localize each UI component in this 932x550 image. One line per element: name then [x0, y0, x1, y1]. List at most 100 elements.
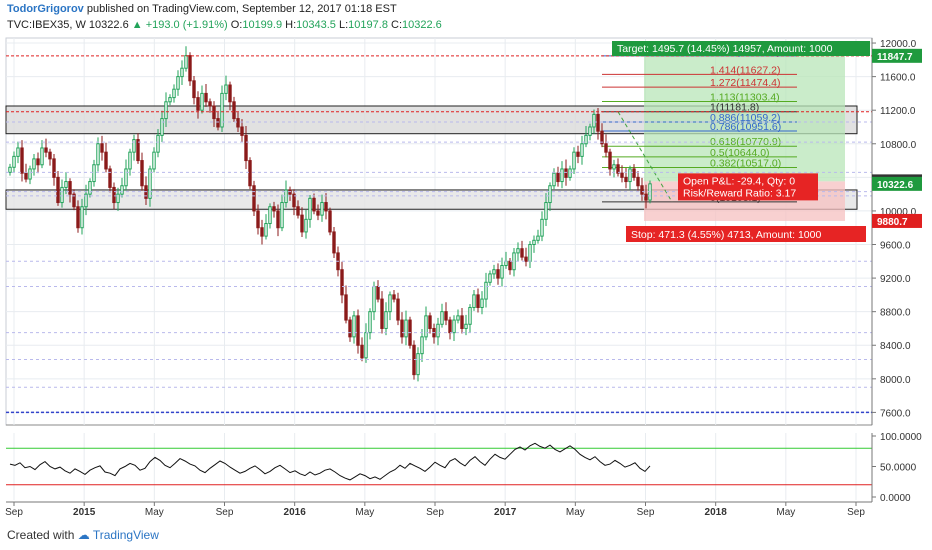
candle-body	[556, 172, 560, 183]
author-name[interactable]: TodorGrigorov	[7, 3, 84, 15]
candle-body	[612, 164, 616, 170]
candle-body	[316, 210, 320, 216]
candle-body	[584, 134, 588, 145]
candle-body	[220, 92, 224, 128]
x-tick-label: Sep	[216, 507, 234, 518]
x-tick-label: Sep	[426, 507, 444, 518]
candle-body	[468, 306, 472, 325]
candle-body	[184, 55, 188, 69]
candle-body	[616, 164, 620, 174]
candle-body	[324, 202, 328, 212]
candle-body	[452, 319, 456, 334]
x-tick-label: 2015	[73, 507, 96, 518]
target-label-box	[612, 41, 870, 56]
close-label: C:	[391, 19, 402, 31]
candle-body	[16, 147, 20, 157]
candle-body	[128, 151, 132, 170]
publish-line: TodorGrigorov published on TradingView.c…	[7, 3, 397, 15]
candle-body	[164, 101, 168, 120]
candle-body	[348, 319, 352, 338]
candle-body	[508, 260, 512, 271]
fib-level-label: 0.886(11059.2)	[710, 112, 780, 124]
tradingview-logo-icon: ☁	[77, 528, 90, 542]
candle-body	[64, 181, 68, 188]
candle-body	[160, 118, 164, 136]
candle-body	[496, 269, 500, 279]
candle-body	[400, 319, 404, 338]
candle-body	[376, 285, 380, 300]
candle-body	[488, 273, 492, 283]
rsi-tick-label: 50.0000	[880, 463, 917, 474]
candle-body	[192, 80, 196, 99]
candle-body	[608, 151, 612, 170]
candle-body	[428, 315, 432, 329]
footer: Created with ☁ TradingView	[7, 528, 159, 542]
y-tick-label: 10800.0	[880, 140, 917, 151]
y-tick-label: 8800.0	[880, 308, 911, 319]
publish-info: published on TradingView.com, September …	[86, 3, 397, 15]
price-label-box	[872, 176, 922, 191]
close-value: 10322.6	[402, 19, 442, 31]
candle-body	[44, 147, 48, 153]
high-label: H:	[285, 19, 297, 31]
candle-body	[188, 55, 192, 82]
fib-level-label: 1.272(11474.4)	[710, 77, 780, 89]
candle-body	[520, 248, 524, 258]
candle-body	[592, 113, 596, 128]
x-tick-label: May	[776, 507, 795, 518]
candle-body	[48, 151, 52, 160]
candle-body	[456, 315, 460, 321]
candle-body	[248, 160, 252, 187]
candle-body	[120, 185, 124, 195]
candle-body	[392, 294, 396, 300]
candle-body	[340, 269, 344, 296]
x-tick-label: Sep	[5, 507, 23, 518]
candle-body	[396, 298, 400, 321]
y-tick-label: 8000.0	[880, 375, 911, 386]
candle-body	[504, 260, 508, 266]
candle-body	[404, 319, 408, 338]
candle-body	[380, 298, 384, 329]
rsi-tick-label: 0.0000	[880, 493, 911, 504]
candle-body	[72, 193, 76, 208]
risk-reward-label: Risk/Reward Ratio: 3.17	[683, 187, 796, 199]
candle-body	[644, 193, 648, 201]
candle-body	[416, 353, 420, 376]
symbol-label: TVC:IBEX35, W	[7, 19, 86, 31]
candle-body	[484, 281, 488, 300]
candle-body	[32, 158, 36, 170]
candle-body	[228, 84, 232, 103]
candle-body	[68, 181, 72, 195]
candle-body	[104, 151, 108, 170]
y-tick-label: 9600.0	[880, 241, 911, 252]
open-label: O:	[230, 19, 243, 31]
high-value: 10343.5	[296, 19, 336, 31]
fib-level-label: 1.113(11303.4)	[710, 92, 780, 104]
candle-body	[528, 244, 532, 262]
candle-body	[80, 206, 84, 229]
pnl-label: Open P&L: -29.4, Qty: 0	[683, 175, 795, 187]
candle-body	[304, 218, 308, 233]
candle-body	[280, 202, 284, 229]
candle-body	[536, 235, 540, 241]
x-tick-label: May	[355, 507, 374, 518]
candle-body	[136, 139, 140, 162]
y-tick-label: 11600.0	[880, 73, 916, 84]
candle-body	[196, 97, 200, 111]
stop-label: Stop: 471.3 (4.55%) 4713, Amount: 1000	[631, 229, 821, 241]
y-tick-label: 11200.0	[880, 106, 916, 117]
candle-body	[320, 202, 324, 216]
candle-body	[108, 168, 112, 188]
y-tick-label: 10000.0	[880, 207, 917, 218]
candle-body	[604, 143, 608, 153]
target-zone	[644, 55, 845, 182]
candle-body	[152, 151, 156, 170]
candle-body	[216, 118, 220, 128]
candle-body	[112, 186, 116, 204]
tradingview-brand[interactable]: TradingView	[92, 528, 159, 542]
candle-body	[116, 193, 120, 204]
candle-body	[212, 105, 216, 120]
candle-body	[328, 210, 332, 233]
